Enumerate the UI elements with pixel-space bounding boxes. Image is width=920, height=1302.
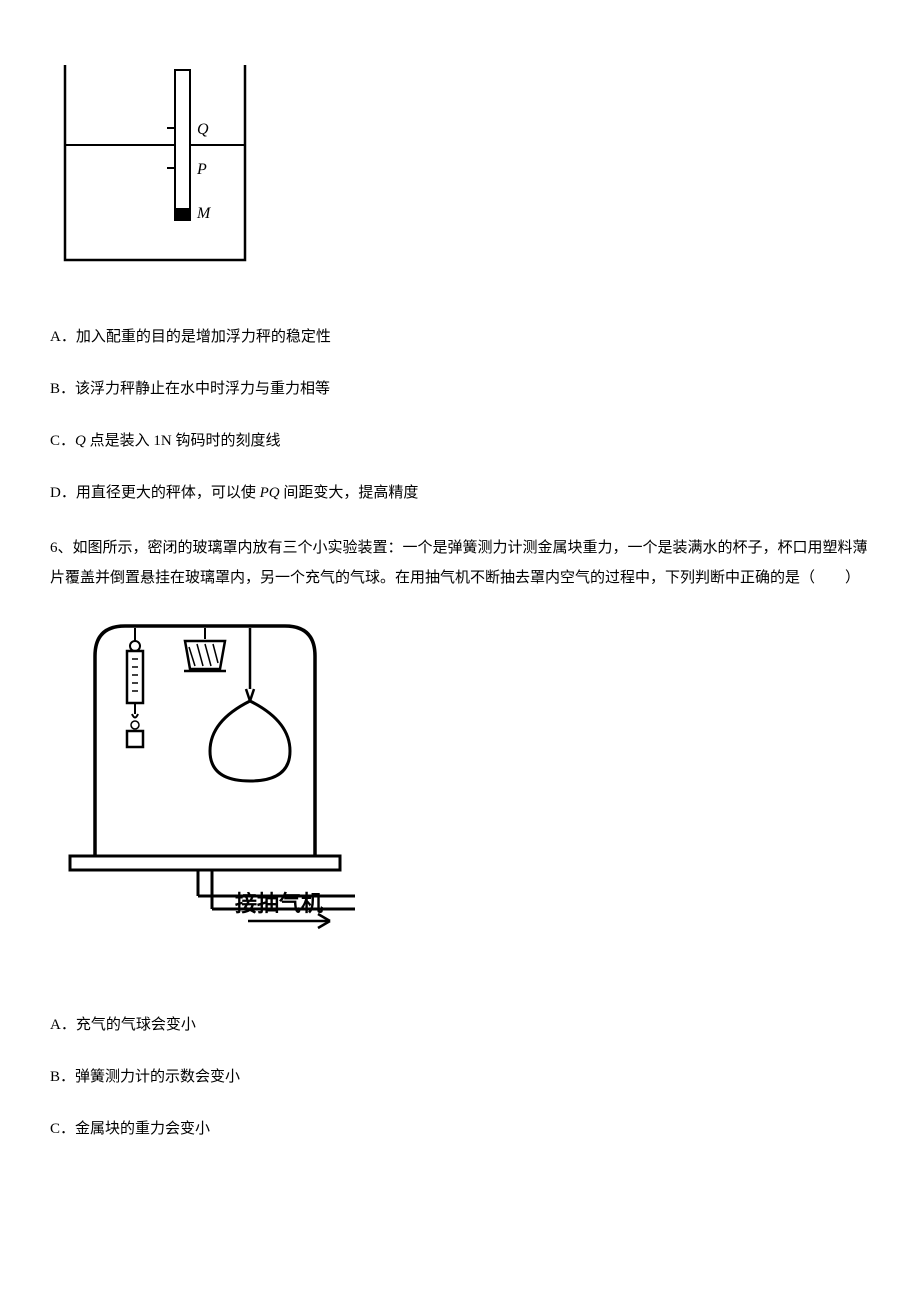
figure-bell-jar: 接抽气机 xyxy=(50,611,870,968)
figure-floating-scale: Q P M xyxy=(55,60,870,275)
question5-options: A．加入配重的目的是增加浮力秤的稳定性 B．该浮力秤静止在水中时浮力与重力相等 … xyxy=(50,325,870,505)
figure2-label: 接抽气机 xyxy=(235,886,920,918)
option-5c-prefix: C． xyxy=(50,433,75,449)
label-p: P xyxy=(196,161,207,178)
question6-text: 6、如图所示，密闭的玻璃罩内放有三个小实验装置：一个是弹簧测力计测金属块重力，一… xyxy=(50,533,870,593)
question6-options: A．充气的气球会变小 B．弹簧测力计的示数会变小 C．金属块的重力会变小 xyxy=(50,1013,870,1141)
option-5d: D．用直径更大的秤体，可以使 PQ 间距变大，提高精度 xyxy=(50,481,870,505)
option-5a: A．加入配重的目的是增加浮力秤的稳定性 xyxy=(50,325,870,349)
option-5b: B．该浮力秤静止在水中时浮力与重力相等 xyxy=(50,377,870,401)
option-6b: B．弹簧测力计的示数会变小 xyxy=(50,1065,870,1089)
label-q: Q xyxy=(197,121,209,138)
option-5d-var: PQ xyxy=(260,485,280,501)
option-6a: A．充气的气球会变小 xyxy=(50,1013,870,1037)
option-6c: C．金属块的重力会变小 xyxy=(50,1117,870,1141)
option-5d-prefix: D．用直径更大的秤体，可以使 xyxy=(50,485,260,501)
option-5c: C．Q 点是装入 1N 钩码时的刻度线 xyxy=(50,429,870,453)
option-5d-suffix: 间距变大，提高精度 xyxy=(280,485,419,501)
label-m: M xyxy=(196,205,212,222)
option-5c-var: Q xyxy=(75,433,86,449)
option-5c-suffix: 点是装入 1N 钩码时的刻度线 xyxy=(86,433,281,449)
